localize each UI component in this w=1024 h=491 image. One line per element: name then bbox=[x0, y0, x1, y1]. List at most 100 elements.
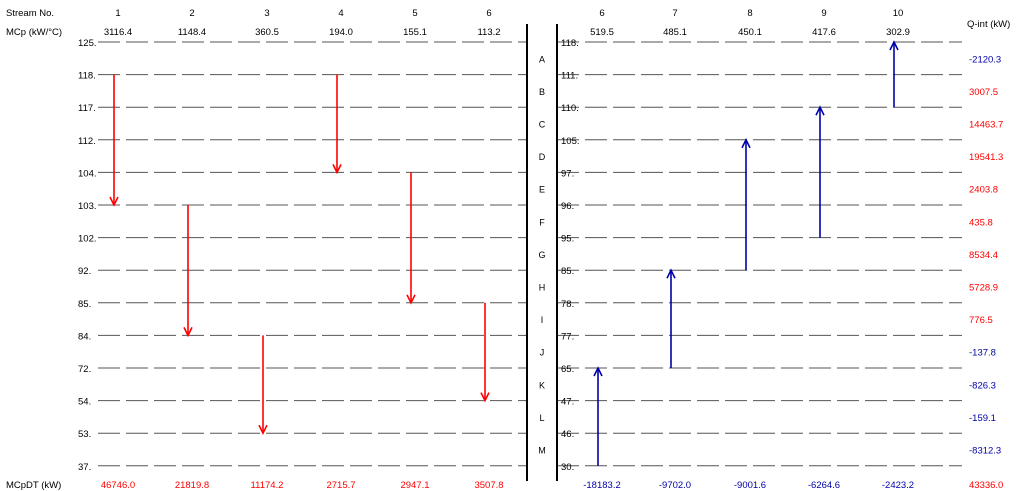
cold-temp-label: 85. bbox=[561, 266, 574, 277]
stream-no-label: Stream No. bbox=[6, 8, 54, 19]
hot-stream-mcpdt: 2715.7 bbox=[326, 480, 355, 491]
cold-stream-mcpdt: -2423.2 bbox=[882, 480, 914, 491]
hot-stream-mcp: 155.1 bbox=[403, 27, 427, 38]
hot-stream-mcp: 1148.4 bbox=[178, 27, 206, 38]
cold-stream-number: 10 bbox=[893, 8, 904, 19]
cold-stream-mcpdt: -9001.6 bbox=[734, 480, 766, 491]
cold-stream-mcp: 302.9 bbox=[886, 27, 910, 38]
cold-temp-label: 30. bbox=[561, 462, 574, 473]
cold-temp-label: 97. bbox=[561, 168, 574, 179]
hot-stream-number: 4 bbox=[338, 8, 343, 19]
hot-stream-number: 5 bbox=[412, 8, 417, 19]
hot-stream-number: 3 bbox=[264, 8, 269, 19]
cold-stream-number: 9 bbox=[821, 8, 826, 19]
cold-temperature-labels: 118. 111. 110. 105. 97. 96. 95. 85. 78. 77. 65. 47.… bbox=[561, 38, 580, 473]
hot-stream-headers: 1 3116.4 2 1148.4 3 360.5 4 194.0 5 155.1 6 113.2 bbox=[104, 8, 501, 38]
hot-stream-mcp: 194.0 bbox=[329, 27, 353, 38]
hot-stream-mcp: 113.2 bbox=[477, 27, 500, 38]
hot-temp-label: 102. bbox=[78, 234, 97, 245]
interval-label: J bbox=[540, 348, 545, 358]
qint-value: 435.8 bbox=[969, 217, 993, 228]
cold-temp-label: 105. bbox=[561, 136, 580, 147]
mcpdt-values: 46746.0 21819.8 11174.2 2715.7 2947.1 3507.8 -… bbox=[101, 480, 914, 491]
interval-label: K bbox=[539, 380, 545, 390]
qint-values: -2120.3 3007.5 14463.7 19541.3 2403.8 435.8 85… bbox=[969, 54, 1003, 456]
cold-stream-mcp: 450.1 bbox=[738, 27, 762, 38]
hot-stream-mcpdt: 46746.0 bbox=[101, 480, 135, 491]
hot-stream-mcp: 360.5 bbox=[255, 27, 279, 38]
cold-stream-mcp: 519.5 bbox=[590, 27, 614, 38]
cold-temp-label: 110. bbox=[561, 103, 579, 114]
cold-temp-label: 118. bbox=[561, 38, 579, 49]
cold-temp-label: 47. bbox=[561, 397, 574, 408]
hot-temp-label: 112. bbox=[78, 136, 96, 147]
hot-stream-mcpdt: 2947.1 bbox=[400, 480, 429, 491]
hot-temp-label: 117. bbox=[78, 103, 96, 114]
interval-label: F bbox=[539, 217, 545, 227]
hot-stream-mcpdt: 3507.8 bbox=[474, 480, 503, 491]
interval-label: I bbox=[541, 315, 544, 325]
cold-stream-mcp: 417.6 bbox=[812, 27, 836, 38]
interval-label: M bbox=[538, 446, 546, 456]
cold-stream-mcpdt: -9702.0 bbox=[659, 480, 691, 491]
hot-stream-arrowhead bbox=[332, 164, 342, 175]
cold-temp-label: 46. bbox=[561, 429, 574, 440]
hot-stream-number: 2 bbox=[189, 8, 194, 19]
interval-label: B bbox=[539, 87, 545, 97]
qint-value: 2403.8 bbox=[969, 185, 998, 196]
qint-value: -826.3 bbox=[969, 380, 996, 391]
hot-stream-mcp: 3116.4 bbox=[104, 27, 132, 38]
hot-temp-label: 53. bbox=[78, 429, 91, 440]
cold-stream-arrowhead bbox=[666, 268, 676, 279]
qint-value: 19541.3 bbox=[969, 152, 1003, 163]
qint-value: -2120.3 bbox=[969, 54, 1001, 65]
hot-temp-label: 104. bbox=[78, 168, 97, 179]
cold-temp-label: 78. bbox=[561, 299, 574, 310]
cold-stream-arrowhead bbox=[889, 40, 899, 51]
qint-value: -159.1 bbox=[969, 413, 996, 424]
qint-value: -137.8 bbox=[969, 348, 996, 359]
qint-value: 14463.7 bbox=[969, 120, 1003, 131]
hot-temp-label: 125. bbox=[78, 38, 97, 49]
interval-label: H bbox=[539, 283, 546, 293]
qint-total: 43336.0 bbox=[969, 480, 1003, 491]
hot-temp-label: 72. bbox=[78, 364, 91, 375]
hot-stream-arrowhead bbox=[183, 327, 193, 338]
interval-label: D bbox=[539, 152, 546, 162]
cold-stream-arrowhead bbox=[815, 105, 825, 116]
hot-temp-label: 92. bbox=[78, 266, 91, 277]
hot-stream-mcpdt: 21819.8 bbox=[175, 480, 209, 491]
interval-label: G bbox=[538, 250, 545, 260]
hot-stream-arrowhead bbox=[109, 196, 119, 207]
hot-temp-label: 54. bbox=[78, 397, 91, 408]
qint-value: 8534.4 bbox=[969, 250, 998, 261]
cold-stream-number: 7 bbox=[672, 8, 677, 19]
cold-stream-arrows bbox=[593, 40, 899, 466]
temperature-gridlines bbox=[98, 41, 962, 467]
hot-temp-label: 37. bbox=[78, 462, 91, 473]
hot-stream-arrowhead bbox=[480, 392, 490, 403]
cold-stream-mcpdt: -6264.6 bbox=[808, 480, 840, 491]
interval-labels: A B C D E F G H I J K L M bbox=[538, 54, 546, 455]
hot-temp-label: 118. bbox=[78, 71, 96, 82]
cold-stream-arrowhead bbox=[593, 366, 603, 377]
qint-value: -8312.3 bbox=[969, 446, 1001, 457]
interval-label: L bbox=[539, 413, 544, 423]
hot-stream-arrowhead bbox=[258, 424, 268, 435]
cold-stream-headers: 6 519.5 7 485.1 8 450.1 9 417.6 10 302.9 bbox=[590, 8, 910, 38]
cold-stream-mcpdt: -18183.2 bbox=[583, 480, 621, 491]
qint-value: 3007.5 bbox=[969, 87, 998, 98]
hot-stream-mcpdt: 11174.2 bbox=[251, 480, 284, 491]
qint-label: Q-int (kW) bbox=[967, 19, 1010, 30]
hot-temp-label: 84. bbox=[78, 331, 91, 342]
cold-temp-label: 96. bbox=[561, 201, 574, 212]
cold-temp-label: 65. bbox=[561, 364, 574, 375]
interval-label: C bbox=[539, 120, 546, 130]
hot-stream-number: 6 bbox=[486, 8, 491, 19]
cold-stream-number: 8 bbox=[747, 8, 752, 19]
hot-temperature-labels: 125. 118. 117. 112. 104. 103. 102. 92. 85. 84. 72.… bbox=[78, 38, 97, 473]
hot-temp-label: 103. bbox=[78, 201, 97, 212]
hot-stream-number: 1 bbox=[115, 8, 120, 19]
qint-value: 776.5 bbox=[969, 315, 993, 326]
